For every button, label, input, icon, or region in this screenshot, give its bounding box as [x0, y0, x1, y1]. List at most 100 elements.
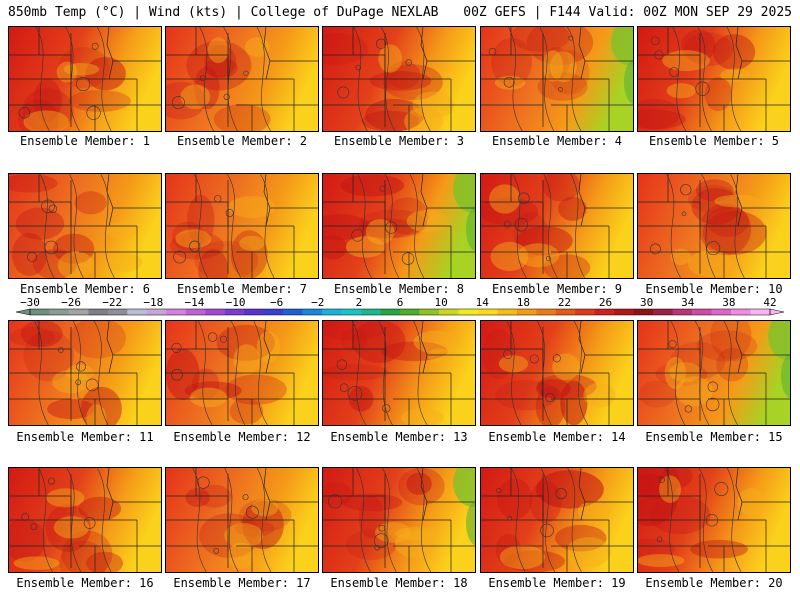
colorbar-tick-label: 6 — [397, 297, 404, 309]
ensemble-member-map — [480, 320, 634, 426]
colorbar-segment — [594, 309, 615, 315]
ensemble-member-map — [480, 467, 634, 573]
colorbar-segment — [30, 309, 50, 315]
colorbar-tick-label: 26 — [599, 297, 612, 309]
colorbar-segment — [438, 309, 459, 315]
colorbar-tick-label: 34 — [681, 297, 695, 309]
ensemble-member-map — [637, 320, 791, 426]
ensemble-member-label: Ensemble Member: 3 — [333, 134, 465, 148]
colorbar-segment — [127, 309, 148, 315]
colorbar-tick-label: 2 — [356, 297, 363, 309]
colorbar-max-arrow — [769, 308, 785, 316]
colorbar-segment — [166, 309, 187, 315]
colorbar-tick-label: −22 — [102, 297, 122, 309]
colorbar-tick-label: 42 — [763, 297, 776, 309]
colorbar-segment — [711, 309, 732, 315]
ensemble-member-label: Ensemble Member: 20 — [645, 576, 783, 590]
colorbar-tick-label: −2 — [311, 297, 324, 309]
colorbar-segment — [185, 309, 206, 315]
colorbar-segment — [692, 309, 712, 315]
ensemble-member-map — [8, 467, 162, 573]
ensemble-member-map — [165, 467, 319, 573]
ensemble-member-label: Ensemble Member: 15 — [645, 430, 783, 444]
ensemble-member-map — [8, 26, 162, 132]
colorbar-segment — [380, 309, 401, 315]
ensemble-member-map — [322, 173, 476, 279]
ensemble-member-map — [637, 26, 791, 132]
colorbar-tick-label: 14 — [476, 297, 490, 309]
colorbar-segment — [263, 309, 284, 315]
ensemble-member-map — [637, 173, 791, 279]
colorbar-segment — [341, 309, 362, 315]
ensemble-member-map — [165, 173, 319, 279]
ensemble-member-label: Ensemble Member: 1 — [19, 134, 151, 148]
ensemble-member-map — [8, 173, 162, 279]
colorbar-segment — [516, 309, 537, 315]
colorbar-segment — [672, 309, 693, 315]
ensemble-member-map — [322, 26, 476, 132]
colorbar-segment — [88, 309, 109, 315]
colorbar-segment — [400, 309, 420, 315]
colorbar-segment — [283, 309, 303, 315]
ensemble-member-label: Ensemble Member: 13 — [330, 430, 468, 444]
colorbar-segment — [224, 309, 245, 315]
ensemble-member-label: Ensemble Member: 14 — [488, 430, 626, 444]
colorbar-segment — [49, 309, 70, 315]
ensemble-member-label: Ensemble Member: 8 — [333, 282, 465, 296]
ensemble-member-map — [322, 467, 476, 573]
ensemble-member-label: Ensemble Member: 5 — [648, 134, 780, 148]
colorbar-tick-label: −30 — [20, 297, 40, 309]
colorbar-segment — [419, 309, 440, 315]
colorbar-segment — [361, 309, 381, 315]
ensemble-member-map — [8, 320, 162, 426]
ensemble-member-map — [165, 320, 319, 426]
colorbar-segment — [322, 309, 342, 315]
colorbar-min-arrow — [15, 308, 31, 316]
ensemble-member-label: Ensemble Member: 4 — [491, 134, 623, 148]
ensemble-member-map — [322, 320, 476, 426]
colorbar-segment — [575, 309, 596, 315]
colorbar-tick-label: −26 — [61, 297, 81, 309]
ensemble-member-map — [480, 173, 634, 279]
colorbar-tick-label: 10 — [434, 297, 447, 309]
colorbar-segment — [633, 309, 654, 315]
colorbar-segment — [536, 309, 557, 315]
ensemble-member-map — [480, 26, 634, 132]
colorbar-segment — [146, 309, 167, 315]
ensemble-member-label: Ensemble Member: 19 — [488, 576, 626, 590]
colorbar-segment — [497, 309, 518, 315]
colorbar-tick-label: −10 — [226, 297, 246, 309]
colorbar-segment — [302, 309, 323, 315]
colorbar-segment — [653, 309, 673, 315]
ensemble-member-label: Ensemble Member: 18 — [330, 576, 468, 590]
colorbar-tick-label: −6 — [270, 297, 283, 309]
colorbar-segment — [68, 309, 89, 315]
ensemble-member-label: Ensemble Member: 6 — [19, 282, 151, 296]
colorbar-segment — [458, 309, 479, 315]
ensemble-member-label: Ensemble Member: 9 — [491, 282, 623, 296]
colorbar-segment — [614, 309, 634, 315]
colorbar-tick-label: −18 — [143, 297, 163, 309]
colorbar-tick-label: 38 — [722, 297, 735, 309]
ensemble-member-label: Ensemble Member: 16 — [16, 576, 154, 590]
ensemble-member-label: Ensemble Member: 7 — [176, 282, 308, 296]
temperature-colorbar: −30 −26 −22 −18 −14 −10 −6 −2 2 6 10 14 18 22 26 30 34 38… — [15, 297, 785, 316]
colorbar-segment — [477, 309, 498, 315]
colorbar-tick-label: 18 — [517, 297, 530, 309]
colorbar-segment — [205, 309, 226, 315]
ensemble-member-label: Ensemble Member: 17 — [173, 576, 311, 590]
ensemble-member-label: Ensemble Member: 12 — [173, 430, 311, 444]
chart-title: 850mb Temp (°C) | Wind (kts) | College o… — [8, 5, 439, 20]
colorbar-tick-label: 30 — [640, 297, 653, 309]
colorbar-segment — [555, 309, 576, 315]
ensemble-member-label: Ensemble Member: 2 — [176, 134, 308, 148]
colorbar-segment — [107, 309, 128, 315]
colorbar-segment — [750, 309, 771, 315]
colorbar-tick-label: 22 — [558, 297, 571, 309]
ensemble-member-map — [165, 26, 319, 132]
model-run-info: 00Z GEFS | F144 Valid: 00Z MON SEP 29 20… — [463, 5, 792, 20]
ensemble-member-map — [637, 467, 791, 573]
ensemble-member-label: Ensemble Member: 11 — [16, 430, 154, 444]
colorbar-segment — [731, 309, 751, 315]
colorbar-tick-label: −14 — [185, 297, 205, 309]
